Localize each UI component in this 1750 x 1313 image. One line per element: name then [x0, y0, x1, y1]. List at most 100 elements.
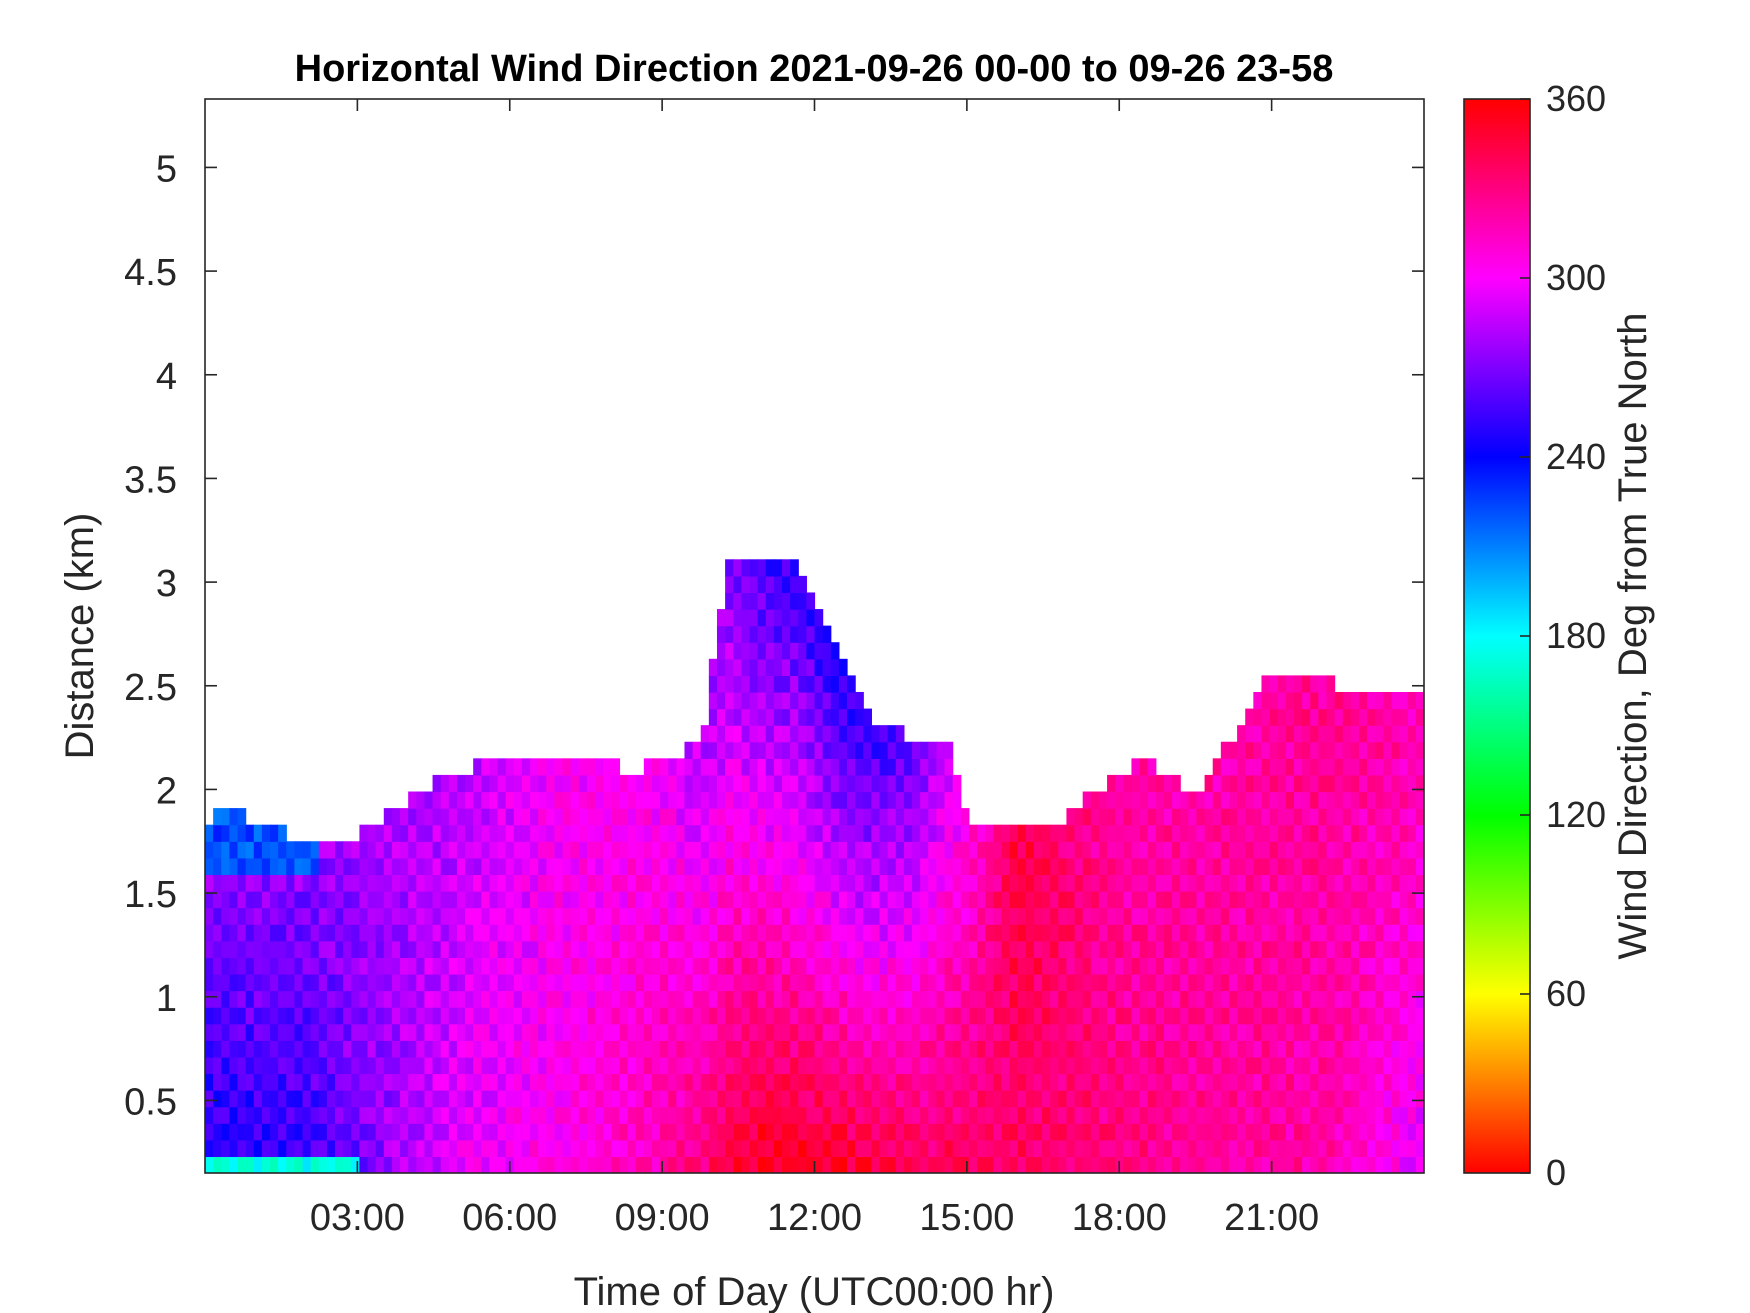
heatmap-cell [879, 741, 889, 759]
heatmap-cell [1042, 990, 1051, 1008]
heatmap-cell [773, 1123, 783, 1141]
heatmap-cell [1009, 973, 1019, 992]
heatmap-cell [814, 725, 824, 743]
heatmap-cell [1090, 990, 1100, 1008]
heatmap-cell [343, 1040, 352, 1058]
heatmap-cell [1253, 907, 1263, 925]
heatmap-cell [1131, 990, 1141, 1008]
heatmap-cell [749, 791, 759, 809]
x-tick-label: 12:00 [767, 1197, 862, 1239]
heatmap-cell [725, 1090, 734, 1108]
heatmap-cell [847, 1106, 856, 1124]
heatmap-cell [562, 1139, 572, 1158]
heatmap-cell [400, 824, 409, 842]
heatmap-cell [497, 1073, 507, 1091]
heatmap-cell [1017, 1056, 1027, 1075]
heatmap-cell [205, 973, 214, 992]
heatmap-cell [749, 625, 759, 643]
heatmap-cell [1285, 891, 1295, 909]
heatmap-cell [343, 857, 352, 876]
heatmap-cell [814, 1156, 824, 1173]
heatmap-cell [1277, 1106, 1287, 1124]
heatmap-cell [253, 1123, 263, 1141]
heatmap-cell [1302, 841, 1311, 859]
heatmap-cell [708, 907, 718, 925]
heatmap-cell [456, 841, 466, 859]
heatmap-cell [887, 841, 897, 859]
heatmap-cell [278, 824, 287, 842]
heatmap-cell [253, 957, 263, 975]
heatmap-cell [1391, 1023, 1401, 1041]
heatmap-cell [627, 891, 637, 909]
heatmap-cell [578, 774, 588, 793]
heatmap-cell [489, 1023, 499, 1041]
heatmap-cell [968, 924, 978, 942]
heatmap-cell [692, 957, 702, 975]
heatmap-cell [1204, 957, 1214, 975]
heatmap-cell [383, 874, 393, 892]
heatmap-cell [1342, 1023, 1352, 1041]
heatmap-cell [1204, 1106, 1214, 1124]
heatmap-cell [1188, 891, 1198, 909]
heatmap-cell [627, 1023, 637, 1041]
heatmap-cell [903, 1139, 913, 1158]
heatmap-cell [586, 973, 596, 992]
heatmap-cell [440, 1090, 450, 1108]
heatmap-cell [1220, 1073, 1230, 1091]
heatmap-cell [400, 1040, 409, 1058]
heatmap-cell [546, 1090, 556, 1108]
heatmap-cell [676, 1073, 686, 1091]
heatmap-cell [1082, 1007, 1092, 1025]
heatmap-cell [790, 691, 799, 710]
heatmap-cell [635, 957, 645, 975]
heatmap-cell [912, 1040, 921, 1058]
heatmap-cell [1350, 791, 1360, 809]
heatmap-cell [749, 708, 759, 726]
heatmap-cell [570, 1073, 580, 1091]
heatmap-cell [1237, 924, 1246, 942]
heatmap-cell [798, 1123, 807, 1141]
heatmap-cell [1277, 1073, 1287, 1091]
heatmap-cell [213, 1123, 222, 1141]
heatmap-cell [1358, 1090, 1368, 1108]
heatmap-cell [440, 940, 450, 958]
heatmap-cell [294, 841, 304, 859]
heatmap-cell [1293, 1090, 1303, 1108]
heatmap-cell [814, 940, 824, 958]
heatmap-cell [424, 1106, 434, 1124]
heatmap-cell [814, 791, 824, 809]
heatmap-cell [440, 924, 450, 942]
heatmap-cell [773, 642, 783, 660]
heatmap-cell [1123, 957, 1133, 975]
heatmap-cell [278, 990, 287, 1008]
heatmap-cell [1310, 808, 1319, 826]
heatmap-cell [1163, 891, 1173, 909]
heatmap-cell [1285, 791, 1295, 809]
heatmap-cell [1358, 973, 1368, 992]
heatmap-cell [335, 924, 344, 942]
heatmap-cell [952, 1007, 962, 1025]
heatmap-cell [513, 857, 523, 876]
heatmap-cell [1107, 924, 1116, 942]
heatmap-cell [725, 691, 734, 710]
heatmap-cell [1277, 808, 1287, 826]
heatmap-cell [1253, 857, 1263, 876]
heatmap-cell [960, 1007, 970, 1025]
heatmap-cell [1237, 824, 1246, 842]
heatmap-cell [660, 940, 669, 958]
heatmap-cell [1399, 708, 1409, 726]
heatmap-cell [1033, 1073, 1043, 1091]
heatmap-cell [822, 808, 832, 826]
heatmap-cell [1139, 824, 1149, 842]
heatmap-cell [1204, 808, 1214, 826]
heatmap-cell [1090, 1156, 1100, 1173]
heatmap-cell [700, 1040, 710, 1058]
heatmap-cell [627, 1106, 637, 1124]
heatmap-cell [1407, 1106, 1417, 1124]
heatmap-cell [1334, 973, 1344, 992]
heatmap-cell [773, 1073, 783, 1091]
heatmap-cell [968, 1073, 978, 1091]
heatmap-cell [1188, 1023, 1198, 1041]
heatmap-cell [733, 691, 742, 710]
heatmap-cell [416, 990, 426, 1008]
